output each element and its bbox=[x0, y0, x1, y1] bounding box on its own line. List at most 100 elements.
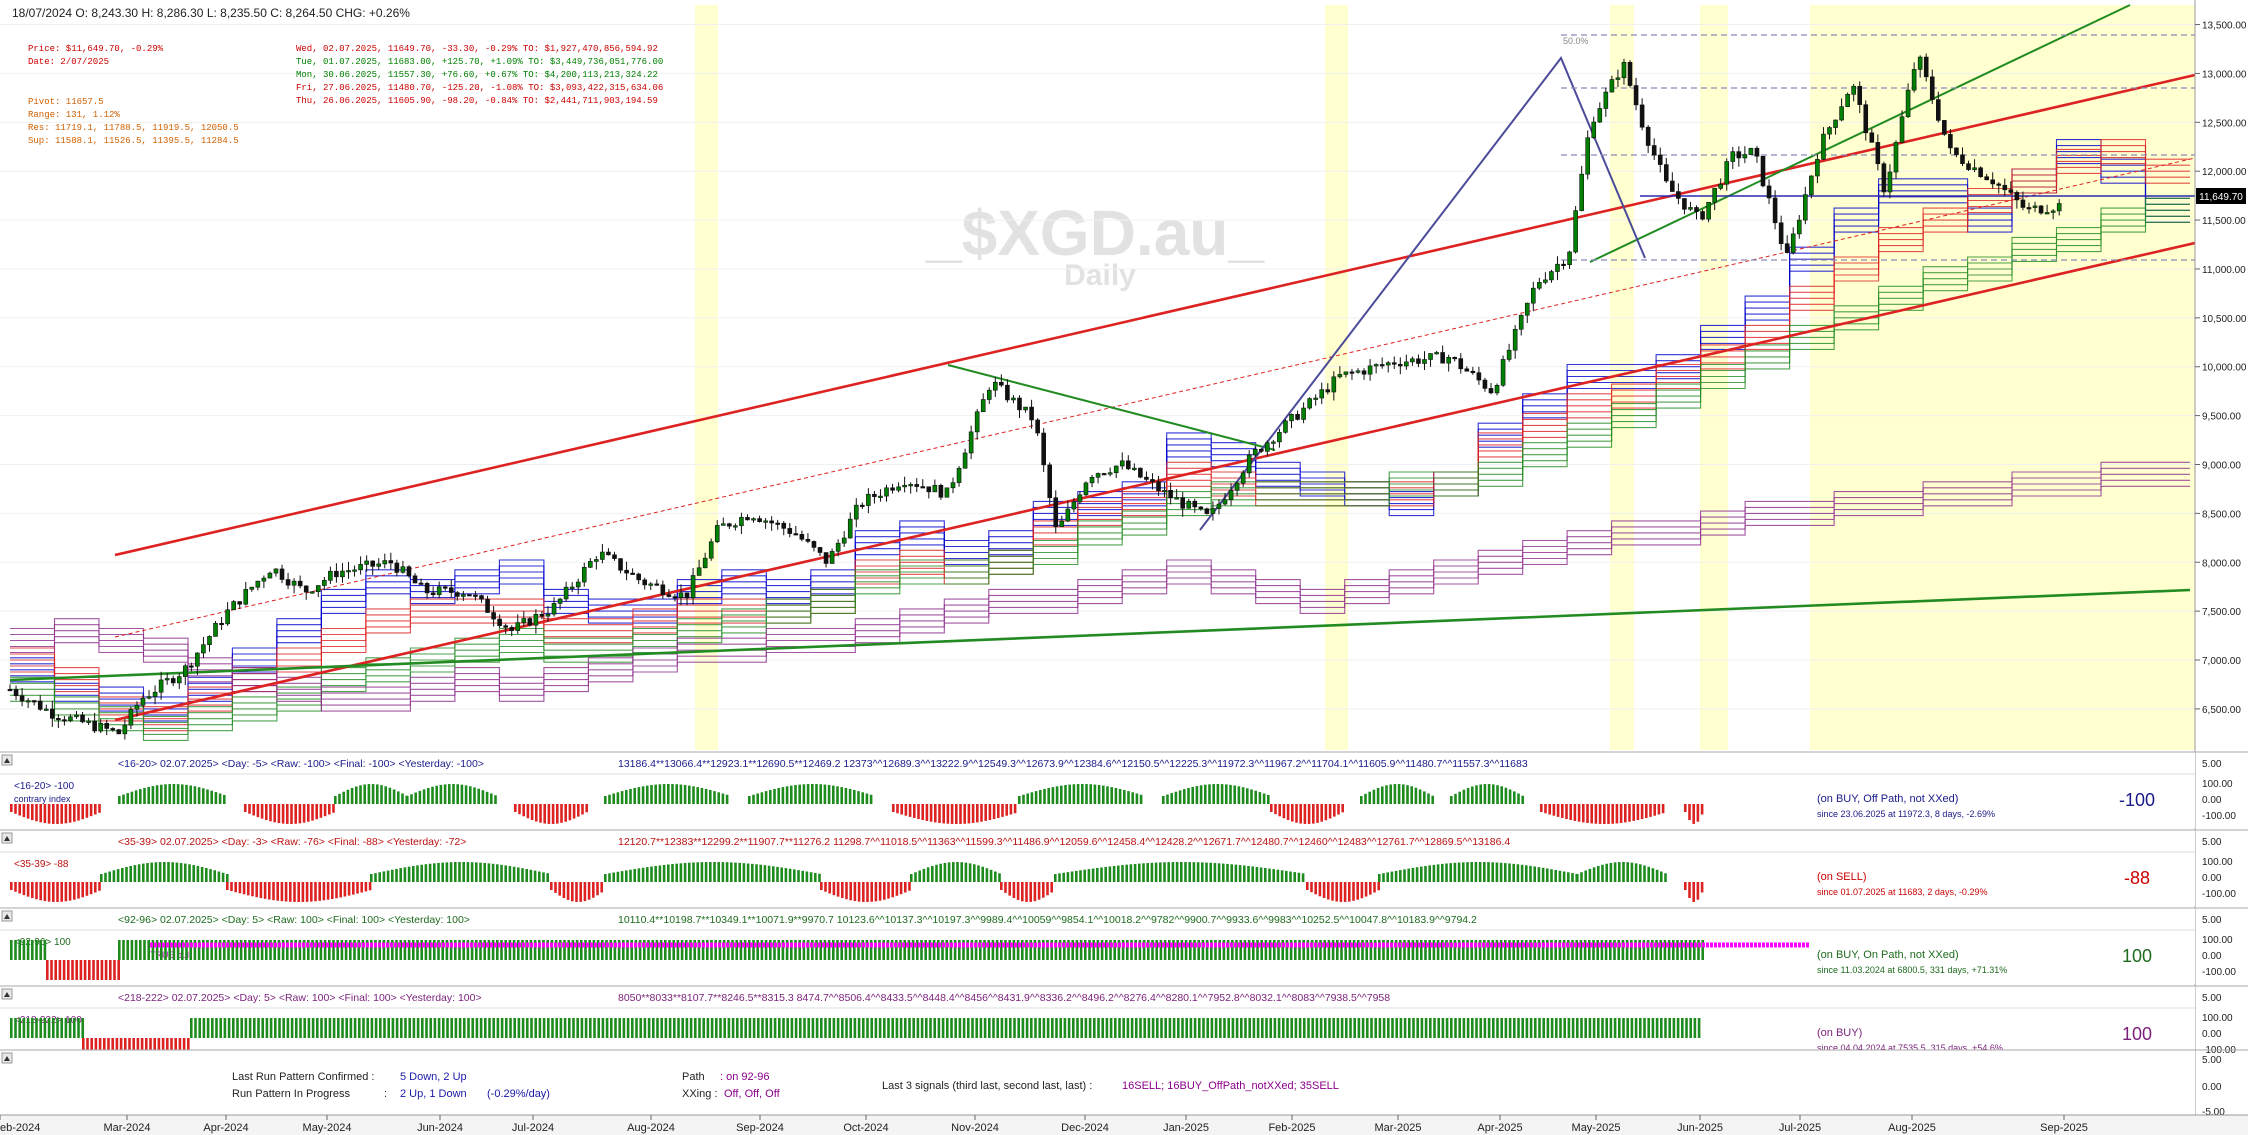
histogram-bar bbox=[849, 882, 852, 901]
candle-body bbox=[1585, 137, 1591, 175]
panel-signal: (on BUY) bbox=[1817, 1027, 1862, 1039]
histogram-bar bbox=[251, 882, 254, 897]
histogram-bar bbox=[892, 804, 895, 812]
histogram-bar bbox=[1517, 793, 1520, 804]
histogram-bar bbox=[1063, 940, 1066, 960]
histogram-bar bbox=[175, 862, 179, 882]
histogram-bar bbox=[223, 794, 226, 804]
histogram-bar bbox=[1632, 804, 1635, 821]
histogram-bar bbox=[1029, 882, 1032, 902]
histogram-bar bbox=[1336, 1018, 1340, 1038]
candle-body bbox=[1216, 503, 1222, 509]
candle-body bbox=[1059, 520, 1065, 527]
histogram-bar bbox=[107, 1038, 110, 1058]
candle-body bbox=[1011, 397, 1016, 401]
histogram-bar bbox=[1112, 865, 1116, 882]
histogram-bar bbox=[1214, 940, 1217, 960]
panel-signal: (on SELL) bbox=[1817, 871, 1867, 883]
histogram-bar bbox=[349, 1018, 353, 1038]
histogram-bar bbox=[725, 862, 729, 882]
histogram-bar bbox=[1336, 940, 1339, 960]
candle-body bbox=[146, 696, 152, 699]
candle-body bbox=[1700, 211, 1705, 220]
indicator-panel-218-222: <218-222> 02.07.2025> <Day: 5> <Raw: 100… bbox=[0, 985, 2248, 1062]
histogram-bar bbox=[467, 1018, 470, 1038]
histogram-bar bbox=[181, 784, 184, 804]
histogram-bar bbox=[82, 1038, 85, 1058]
histogram-bar bbox=[1222, 863, 1225, 882]
histogram-bar bbox=[322, 882, 326, 901]
histogram-bar bbox=[1306, 940, 1310, 960]
histogram-bar bbox=[324, 1018, 327, 1038]
histogram-bar bbox=[142, 863, 145, 882]
daily-history-row: Wed, 02.07.2025, 11649.70, -33.30, -0.29… bbox=[296, 44, 658, 54]
histogram-bar bbox=[696, 862, 699, 882]
histogram-bar bbox=[533, 940, 537, 960]
histogram-bar bbox=[75, 960, 78, 980]
histogram-bar bbox=[865, 793, 869, 804]
histogram-bar bbox=[236, 1018, 239, 1038]
histogram-bar bbox=[521, 1018, 525, 1038]
histogram-bar bbox=[824, 882, 827, 892]
histogram-bar bbox=[903, 940, 906, 960]
histogram-bar bbox=[1628, 804, 1631, 822]
histogram-bar bbox=[311, 1018, 315, 1038]
histogram-bar bbox=[1189, 940, 1192, 960]
histogram-bar bbox=[343, 882, 347, 897]
candle-body bbox=[684, 592, 690, 599]
histogram-bar bbox=[1113, 940, 1116, 960]
histogram-bar bbox=[1385, 785, 1388, 804]
histogram-bar bbox=[1226, 863, 1229, 882]
candle-body bbox=[1434, 352, 1439, 355]
histogram-bar bbox=[298, 804, 302, 824]
histogram-bar bbox=[10, 1018, 13, 1038]
histogram-bar bbox=[857, 1018, 861, 1038]
histogram-bar bbox=[1033, 940, 1037, 960]
histogram-bar bbox=[46, 960, 49, 980]
histogram-bar bbox=[1664, 1018, 1667, 1038]
histogram-bar bbox=[1562, 871, 1566, 882]
histogram-bar bbox=[920, 940, 923, 960]
histogram-bar bbox=[828, 882, 831, 894]
histogram-bar bbox=[286, 940, 289, 960]
histogram-bar bbox=[617, 940, 621, 960]
candle-body bbox=[170, 678, 176, 684]
histogram-bar bbox=[1193, 1018, 1197, 1038]
histogram-bar bbox=[1613, 940, 1616, 960]
histogram-bar bbox=[339, 882, 342, 898]
histogram-bar bbox=[731, 940, 734, 960]
candle-body bbox=[2050, 210, 2056, 213]
panel-extra-label: contrary index bbox=[14, 794, 71, 804]
histogram-bar bbox=[1403, 869, 1406, 882]
histogram-bar bbox=[1130, 940, 1133, 960]
histogram-bar bbox=[1550, 940, 1553, 960]
histogram-bar bbox=[297, 882, 300, 902]
candle-body bbox=[1936, 99, 1941, 121]
histogram-bar bbox=[428, 940, 432, 960]
histogram-bar bbox=[1474, 862, 1478, 882]
histogram-bar bbox=[1429, 1018, 1432, 1038]
candle-body bbox=[1422, 359, 1427, 364]
histogram-bar bbox=[1307, 1018, 1310, 1038]
histogram-bar bbox=[717, 862, 720, 882]
indicator-panel-35-39: <35-39> 02.07.2025> <Day: -3> <Raw: -76>… bbox=[0, 829, 2248, 906]
histogram-bar bbox=[226, 882, 229, 890]
histogram-bar bbox=[130, 940, 134, 960]
histogram-bar bbox=[721, 862, 725, 882]
histogram-bar bbox=[1294, 1018, 1298, 1038]
histogram-bar bbox=[218, 793, 222, 804]
histogram-bar bbox=[1202, 1018, 1205, 1038]
candle-body bbox=[1633, 85, 1639, 106]
histogram-bar bbox=[176, 940, 180, 960]
histogram-bar bbox=[559, 940, 562, 960]
histogram-bar bbox=[363, 784, 366, 804]
histogram-bar bbox=[242, 882, 246, 895]
histogram-bar bbox=[1369, 882, 1372, 895]
histogram-bar bbox=[1093, 784, 1097, 804]
histogram-bar bbox=[1055, 786, 1059, 804]
price-tick-label: 8,000.00 bbox=[2202, 558, 2241, 569]
histogram-bar bbox=[202, 788, 205, 804]
candle-body bbox=[1258, 448, 1264, 452]
histogram-bar bbox=[1534, 1018, 1537, 1038]
histogram-bar bbox=[593, 1018, 596, 1038]
